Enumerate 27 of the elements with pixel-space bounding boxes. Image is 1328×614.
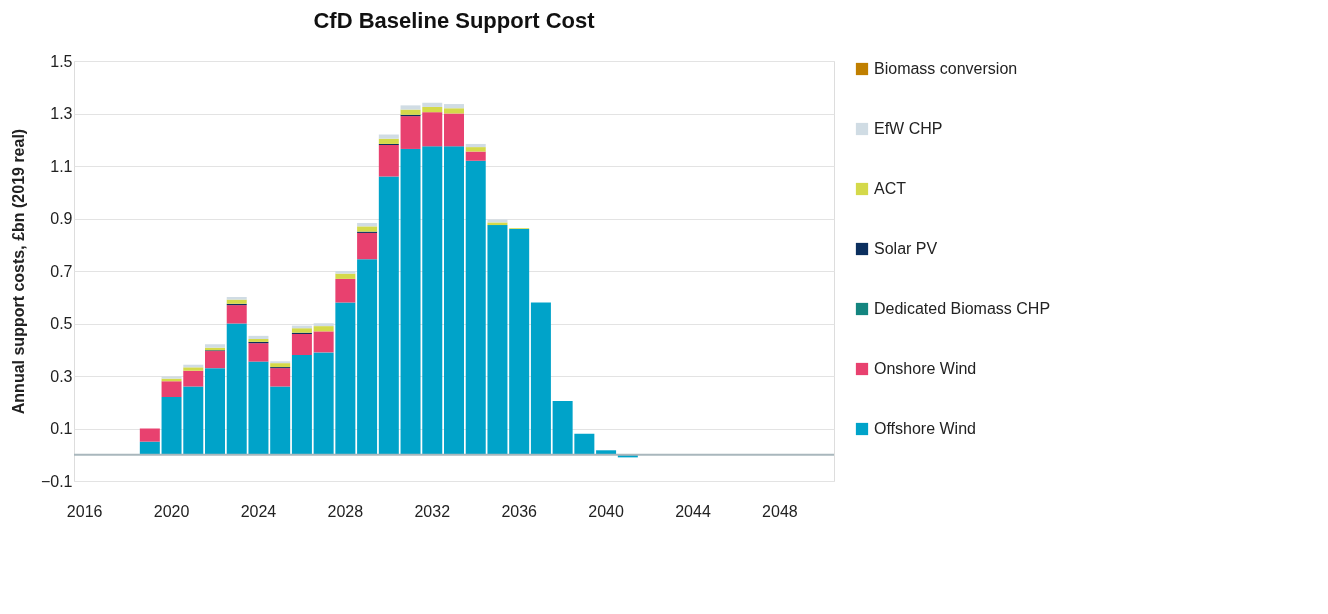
x-tick-label: 2036 — [501, 502, 538, 520]
x-tick-label: 2044 — [675, 502, 711, 520]
legend-label: Biomass conversion — [874, 60, 1018, 77]
y-tick-label: 1.3 — [50, 105, 73, 122]
chart-title: CfD Baseline Support Cost — [313, 8, 596, 33]
x-tick-label: 2040 — [588, 502, 624, 520]
x-tick-label: 2024 — [240, 502, 277, 520]
y-axis-title: Annual support costs, £bn (2019 real) — [9, 128, 27, 415]
x-tick-label: 2020 — [153, 502, 190, 520]
y-tick-label: −0.1 — [40, 472, 73, 490]
y-tick-label: 0.5 — [50, 315, 73, 332]
x-tick-label: 2032 — [414, 502, 451, 520]
legend-label: Onshore Wind — [874, 360, 977, 377]
y-tick-label: 0.1 — [50, 420, 73, 437]
y-tick-label: 0.7 — [50, 262, 73, 280]
x-tick-label: 2028 — [327, 502, 364, 520]
legend-label: Offshore Wind — [874, 420, 976, 437]
x-tick-label: 2048 — [762, 502, 798, 520]
y-tick-label: 1.1 — [50, 157, 73, 175]
legend-label: Dedicated Biomass CHP — [874, 300, 1051, 317]
legend-label: ACT — [874, 180, 907, 197]
legend-label: EfW CHP — [874, 120, 943, 137]
y-tick-label: 0.9 — [50, 210, 73, 227]
legend-label: Solar PV — [874, 240, 938, 257]
y-tick-label: 1.5 — [50, 52, 73, 70]
y-tick-label: 0.3 — [50, 367, 73, 385]
x-tick-label: 2016 — [66, 502, 103, 520]
